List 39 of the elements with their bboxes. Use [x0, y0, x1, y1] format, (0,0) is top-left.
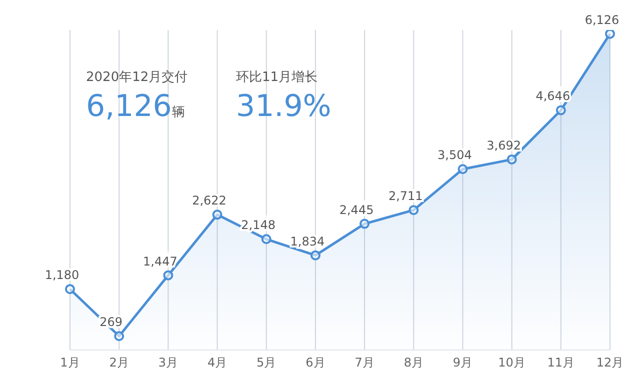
data-label: 2,622: [192, 194, 226, 208]
x-tick-label: 7月: [354, 356, 374, 370]
data-label: 2,711: [388, 189, 423, 204]
annotation: 环比11月增长: [236, 69, 319, 86]
x-tick-label: 8月: [404, 356, 424, 370]
point: [506, 154, 517, 164]
x-tick-label: 11月: [547, 356, 575, 370]
point: [114, 331, 124, 342]
point: [163, 270, 174, 280]
point: [408, 205, 419, 216]
annotation: 31.9%: [236, 88, 332, 126]
data-label: 2,148: [241, 218, 276, 232]
point: [310, 250, 320, 260]
point: [605, 30, 615, 39]
data-label: 1,834: [290, 234, 325, 248]
data-label: 1,447: [143, 254, 178, 268]
x-tick-label: 9月: [452, 356, 473, 370]
x-tick-label: 1月: [60, 356, 80, 370]
point: [261, 234, 272, 244]
point: [360, 218, 370, 229]
annotation: 6,126辆: [86, 88, 186, 126]
point: [556, 105, 566, 116]
x-tick-label: 12月: [596, 356, 624, 370]
x-tick-label: 6月: [306, 356, 326, 370]
data-label: 3,504: [438, 148, 472, 162]
annotation: 2020年12月交付: [86, 69, 189, 86]
data-label: 4,646: [536, 89, 570, 104]
data-label: 1,180: [44, 268, 80, 282]
point: [458, 164, 468, 174]
data-label: 2,445: [339, 202, 374, 217]
x-tick-label: 5月: [256, 356, 276, 370]
x-tick-label: 10月: [498, 356, 526, 370]
x-tick-label: 4月: [207, 356, 228, 370]
data-label: 3,692: [486, 138, 521, 152]
point: [212, 210, 222, 220]
x-tick-label: 2月: [109, 356, 129, 370]
point: [65, 284, 75, 294]
x-tick-label: 3月: [158, 356, 178, 370]
data-label: 6,126: [584, 12, 620, 27]
